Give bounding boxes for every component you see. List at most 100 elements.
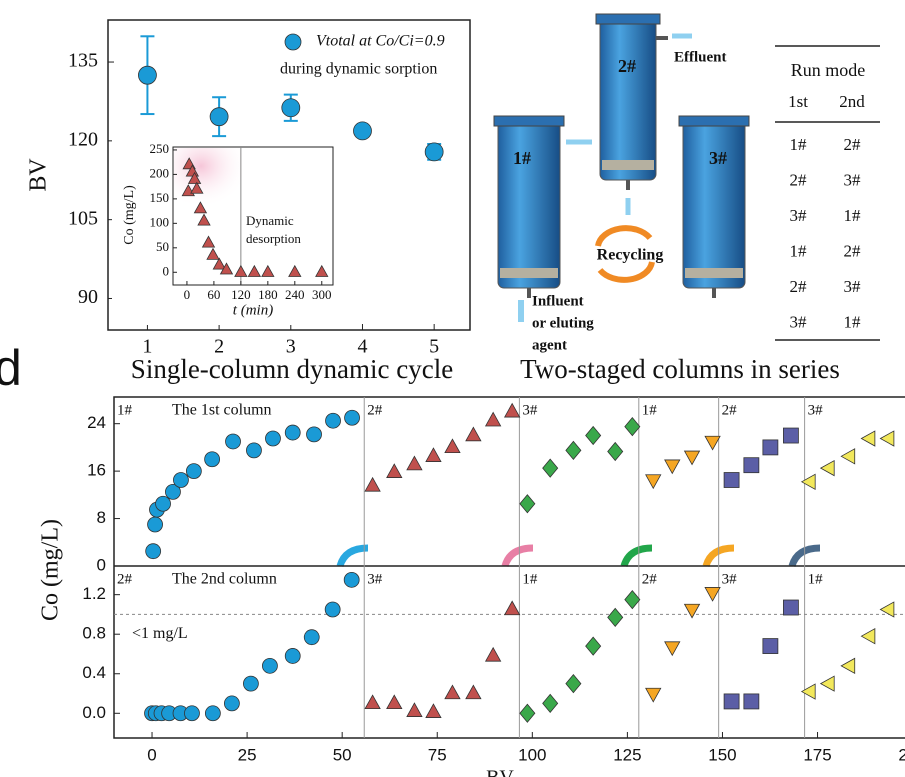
x-axis-label: t (min) <box>233 302 273 318</box>
table-cell: 2# <box>790 277 808 296</box>
column-label: 2# <box>618 56 636 76</box>
annotation: Dynamic <box>246 213 294 228</box>
point <box>840 657 856 675</box>
point <box>246 442 262 459</box>
point <box>212 257 226 270</box>
point <box>190 181 204 194</box>
column-label: 3# <box>722 571 738 587</box>
column-label: 1# <box>808 571 824 587</box>
point <box>209 107 229 127</box>
x-tick-label: 50 <box>333 745 352 764</box>
table-cell: 1# <box>790 241 808 260</box>
column-1 <box>493 115 565 298</box>
y-tick-label: 100 <box>150 214 170 229</box>
point <box>783 427 799 444</box>
point <box>542 458 559 478</box>
x-tick-label: 0 <box>147 745 156 764</box>
y-tick-label: 0 <box>163 263 170 278</box>
y-tick-label: 8 <box>97 508 106 527</box>
point <box>364 694 381 710</box>
point <box>607 607 624 628</box>
column-label: 3# <box>709 148 727 168</box>
point <box>306 426 322 443</box>
influent-label: Influent <box>532 293 584 309</box>
shade <box>174 148 242 208</box>
point <box>444 438 461 454</box>
y-tick-label: 0 <box>97 555 106 574</box>
point <box>519 703 536 723</box>
table-cell: 3# <box>790 206 808 225</box>
point <box>819 675 835 692</box>
point <box>225 433 241 450</box>
y-tick-label: 1.2 <box>82 584 106 603</box>
y-tick-label: 120 <box>68 128 98 150</box>
y-tick-label: 0.0 <box>82 703 106 722</box>
x-axis-label: Single-column dynamic cycle <box>131 354 453 384</box>
point <box>762 638 779 654</box>
point <box>206 247 220 260</box>
point <box>624 589 641 610</box>
point <box>565 674 582 694</box>
point <box>386 694 403 710</box>
column-label: 1# <box>117 402 133 418</box>
table-header: Run mode <box>791 60 866 80</box>
point <box>187 171 202 184</box>
point <box>204 451 221 468</box>
point <box>860 430 876 447</box>
point <box>165 483 181 500</box>
point <box>879 601 895 618</box>
x-tick-label: 175 <box>803 745 831 764</box>
point <box>607 441 624 462</box>
point <box>565 440 582 460</box>
point <box>879 430 895 447</box>
x-tick-label: 100 <box>518 745 546 764</box>
table-column: 2nd <box>839 92 865 111</box>
x-tick-label: 1 <box>142 336 152 358</box>
y-tick-label: 50 <box>156 239 169 254</box>
recycling-label: Recycling <box>597 247 664 264</box>
table-column: 1st <box>788 92 808 111</box>
point <box>683 603 701 619</box>
point <box>265 430 281 447</box>
point <box>281 98 301 118</box>
point <box>484 411 502 427</box>
point <box>353 121 372 141</box>
recycle-arrow <box>597 261 655 283</box>
point <box>184 705 200 722</box>
y-tick-label: 105 <box>68 207 98 229</box>
x-tick-label: 0 <box>184 287 191 302</box>
table-cell: 1# <box>790 135 808 154</box>
table-cell: 3# <box>844 277 862 296</box>
influent-label: or eluting <box>532 315 594 331</box>
point <box>223 695 240 712</box>
point <box>406 702 423 717</box>
x-tick-label: 240 <box>285 287 305 302</box>
point <box>425 447 442 462</box>
point <box>284 424 301 441</box>
legend-label: Vtotal at Co/Ci=0.9 <box>316 33 445 50</box>
column-label: 2# <box>722 402 738 418</box>
y-tick-label: 250 <box>150 141 170 156</box>
x-tick-label: 120 <box>231 287 251 302</box>
point <box>704 587 721 602</box>
x-tick-label: 300 <box>312 287 332 302</box>
x-tick-label: 2 <box>214 336 224 358</box>
annotation: desorption <box>246 231 301 246</box>
diagram-title: Two-staged columns in series <box>520 354 840 384</box>
column-label: 3# <box>808 402 824 418</box>
point <box>261 264 275 277</box>
recycle-arrow <box>595 225 653 247</box>
table-body: 1# 2# 2# 3# 3# 1# 1# 2# 2# 3# 3# 1# <box>790 135 862 332</box>
transfer-arrows <box>336 544 821 568</box>
point <box>185 463 202 480</box>
column-2 <box>595 13 668 190</box>
x-tick-label: 125 <box>613 745 641 764</box>
panel-title: The 1st column <box>172 402 272 419</box>
column-label: 1# <box>642 402 658 418</box>
point <box>303 629 320 646</box>
inset-frame <box>172 146 334 286</box>
plot-frame <box>113 396 905 739</box>
point <box>288 264 302 277</box>
point <box>219 262 234 275</box>
threshold-label: <1 mg/L <box>132 625 188 642</box>
